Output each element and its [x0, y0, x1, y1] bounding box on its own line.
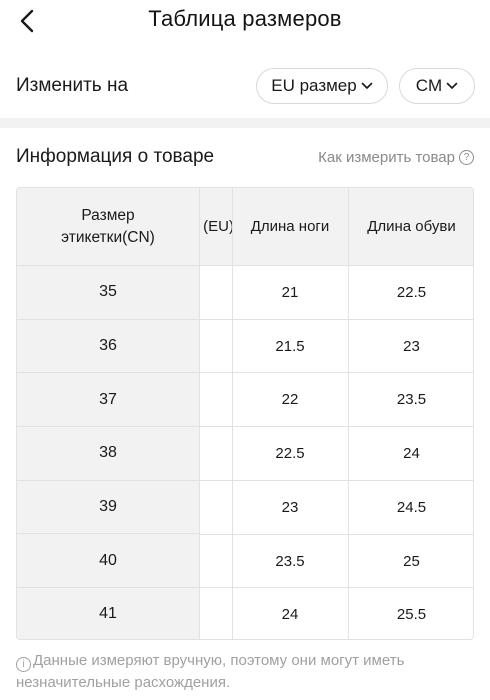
info-circle-icon: i	[16, 657, 31, 672]
note-text: Данные измеряют вручную, поэтому они мог…	[16, 652, 405, 691]
shoe-length-cell: 23.5	[396, 391, 427, 409]
partial-header-text: (EU)	[203, 218, 234, 235]
table-row: 21 22.5	[200, 265, 473, 319]
partial-column-header: (EU)	[194, 188, 234, 265]
column-divider	[348, 188, 349, 639]
section-title: Информация о товаре	[16, 146, 215, 167]
column-header-foot-length: Длина ноги	[250, 218, 330, 235]
foot-length-cell: 23	[281, 498, 299, 516]
sticky-header-text: Размер этикетки(CN)	[61, 206, 155, 246]
size-system-dropdown[interactable]: EU размер	[256, 68, 388, 104]
size-label-cell: 40	[17, 533, 199, 587]
chevron-left-icon	[20, 9, 34, 33]
foot-length-cell: 21.5	[275, 337, 305, 355]
switch-label: Изменить на	[16, 75, 129, 96]
sticky-column-header: Размер этикетки(CN)	[17, 188, 199, 265]
scrollable-columns[interactable]: (EU) Длина ноги Длина обуви 21 22.5 21.5 23…	[200, 188, 473, 639]
size-label-cell: 35	[17, 265, 199, 319]
section-divider	[0, 118, 490, 128]
sticky-label-column: Размер этикетки(CN) 35 36 37 38 39 40 41	[17, 188, 200, 639]
measurement-note: i Данные измеряют вручную, поэтому они мо…	[16, 650, 474, 694]
page-title: Таблица размеров	[148, 6, 342, 31]
how-to-measure-label: Как измерить товар	[318, 149, 455, 166]
foot-length-cell: 21	[281, 284, 299, 301]
column-header-shoe-length: Длина обуви	[367, 218, 456, 235]
table-row: 22.5 24	[200, 426, 473, 480]
shoe-length-cell: 22.5	[396, 284, 427, 301]
size-label-cell: 36	[17, 318, 199, 373]
foot-length-cell: 22.5	[275, 445, 305, 463]
size-table[interactable]: Размер этикетки(CN) 35 36 37 38 39 40 41 (EU) …	[16, 187, 474, 640]
question-circle-icon: ?	[459, 150, 474, 165]
shoe-length-cell: 25	[403, 552, 420, 570]
foot-length-cell: 22	[281, 391, 299, 409]
table-row: 21.5 23	[200, 318, 473, 373]
table-header-row: (EU) Длина ноги Длина обуви	[200, 188, 473, 265]
chevron-down-icon	[446, 82, 458, 89]
chevron-down-icon	[361, 82, 373, 89]
shoe-length-cell: 24.5	[396, 498, 427, 516]
size-label-cell: 39	[17, 479, 199, 534]
foot-length-cell: 23.5	[275, 552, 305, 570]
table-row: 24 25.5	[200, 587, 473, 639]
unit-switch-row: Изменить на EU размер CM	[0, 62, 490, 112]
shoe-length-cell: 24	[403, 445, 420, 463]
size-label-cell: 41	[17, 587, 199, 639]
top-bar: Таблица размеров	[0, 0, 490, 46]
size-label-cell: 38	[17, 426, 199, 480]
measure-unit-dropdown[interactable]: CM	[399, 68, 475, 104]
measure-unit-label: CM	[415, 76, 443, 95]
back-button[interactable]	[12, 6, 42, 36]
table-row: 23 24.5	[200, 479, 473, 534]
foot-length-cell: 24	[281, 606, 299, 624]
column-divider	[232, 188, 233, 639]
table-row: 23.5 25	[200, 533, 473, 588]
size-system-label: EU размер	[271, 76, 357, 95]
shoe-length-cell: 23	[403, 337, 420, 355]
table-row: 22 23.5	[200, 372, 473, 426]
how-to-measure-link[interactable]: Как измерить товар ?	[318, 149, 474, 166]
shoe-length-cell: 25.5	[396, 606, 427, 624]
size-label-cell: 37	[17, 372, 199, 426]
